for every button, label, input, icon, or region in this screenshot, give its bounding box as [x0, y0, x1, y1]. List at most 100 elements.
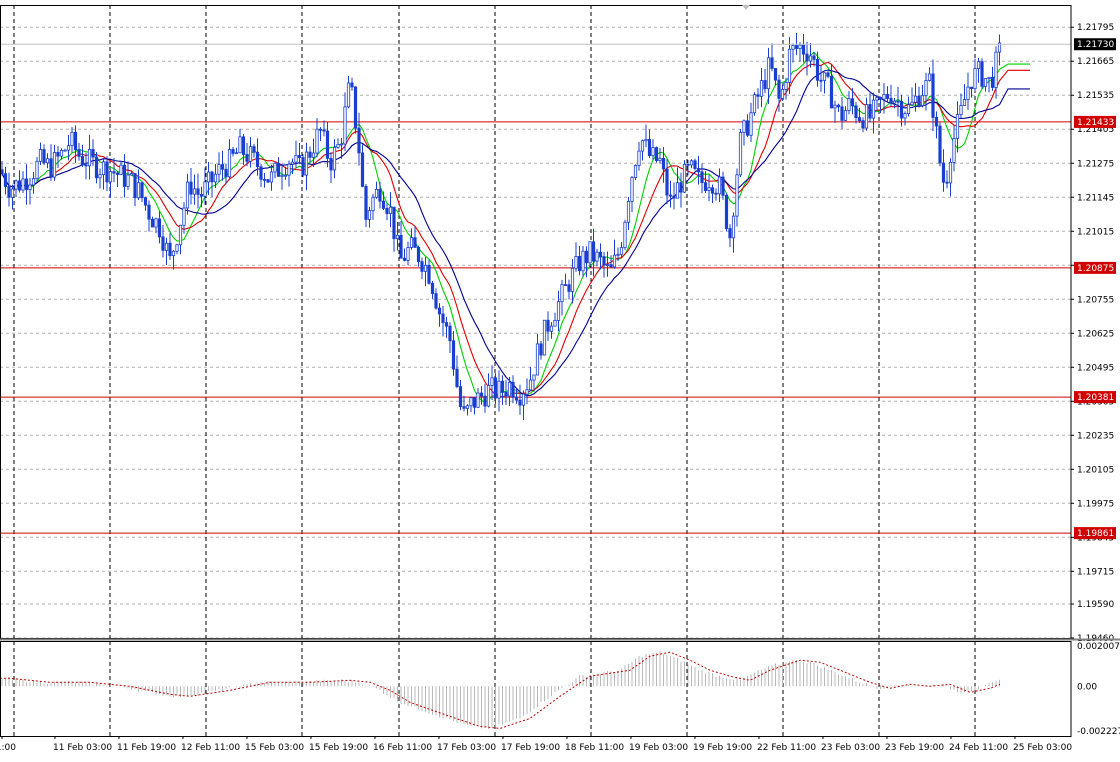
- candle: [273, 161, 277, 179]
- candle-body: [150, 218, 155, 228]
- shift-marker-icon: [742, 5, 750, 10]
- candle-body: [126, 174, 130, 187]
- candle-body: [773, 67, 778, 81]
- candle-body: [763, 80, 767, 90]
- candle: [672, 182, 676, 210]
- candle-body: [633, 165, 638, 179]
- candle: [889, 84, 893, 107]
- candle: [115, 171, 120, 187]
- candle-body: [546, 319, 550, 332]
- candle: [619, 241, 624, 259]
- candle: [80, 144, 85, 167]
- candle-body: [511, 381, 515, 398]
- candle: [990, 66, 995, 91]
- candle-body: [518, 399, 522, 406]
- candle: [381, 191, 386, 210]
- candle-body: [724, 194, 729, 229]
- candle: [329, 152, 333, 183]
- candle-body: [934, 117, 939, 127]
- candle: [770, 43, 774, 72]
- candle: [896, 86, 900, 117]
- candle-body: [616, 253, 620, 256]
- candle-body: [497, 380, 501, 399]
- candle-body: [567, 284, 571, 292]
- candle-body: [591, 241, 596, 262]
- candle: [157, 211, 162, 244]
- candle-body: [826, 72, 830, 77]
- candle-body: [14, 180, 18, 190]
- candle-body: [787, 48, 792, 83]
- candle-body: [234, 152, 239, 155]
- candle-body: [994, 51, 998, 88]
- candle-body: [24, 178, 29, 190]
- candle-body: [829, 75, 834, 109]
- candle-body: [798, 44, 802, 49]
- candle-body: [871, 99, 876, 119]
- candle-body: [108, 171, 113, 183]
- candle-body: [420, 261, 424, 272]
- candle: [94, 151, 99, 184]
- candle: [791, 43, 795, 63]
- candle-body: [451, 340, 456, 370]
- candle-body: [486, 385, 491, 407]
- candle-body: [308, 151, 312, 158]
- candle: [462, 395, 466, 412]
- candle-body: [910, 101, 914, 106]
- candle-body: [448, 325, 452, 342]
- price-axis-label: 1.20105: [1077, 465, 1114, 475]
- candle: [364, 183, 368, 227]
- candle: [504, 379, 508, 406]
- candle-body: [94, 156, 99, 179]
- candle-body: [332, 146, 337, 171]
- candle: [787, 37, 792, 94]
- candle-body: [105, 161, 109, 183]
- candle: [161, 225, 165, 258]
- candle-body: [791, 45, 795, 50]
- time-axis-label: 1:00: [0, 743, 16, 753]
- candle: [266, 179, 270, 184]
- candle-body: [17, 180, 22, 191]
- candle-body: [325, 130, 330, 159]
- candle-body: [955, 114, 960, 139]
- candle: [637, 141, 641, 171]
- candle: [868, 93, 872, 123]
- price-axis-label: 1.21535: [1077, 91, 1114, 101]
- candle: [983, 78, 988, 92]
- candle: [423, 257, 428, 287]
- candle-body: [882, 94, 886, 100]
- candle-body: [329, 157, 333, 171]
- candle: [234, 147, 239, 155]
- candle-body: [143, 197, 148, 206]
- candle: [801, 34, 806, 63]
- candle: [812, 51, 816, 67]
- candle-body: [416, 247, 421, 262]
- candle: [808, 42, 813, 68]
- candle: [227, 139, 232, 180]
- candle: [259, 164, 263, 187]
- candle: [689, 159, 694, 169]
- candle: [416, 245, 421, 267]
- candle: [168, 233, 172, 260]
- candle-body: [941, 162, 946, 183]
- candle: [682, 160, 687, 194]
- candle: [969, 86, 974, 98]
- candle-body: [927, 73, 932, 81]
- candle-body: [493, 377, 498, 399]
- candle-body: [59, 149, 64, 157]
- candle-body: [675, 182, 680, 199]
- candle: [437, 303, 442, 327]
- candle-body: [574, 256, 578, 269]
- candle-body: [728, 228, 732, 239]
- candle-body: [738, 132, 743, 176]
- candle: [126, 161, 130, 191]
- candle: [248, 137, 253, 168]
- candle: [199, 186, 204, 208]
- candle-body: [651, 147, 655, 157]
- candle: [203, 167, 207, 205]
- candle-body: [948, 161, 953, 184]
- candle-body: [938, 125, 942, 164]
- candle: [980, 58, 984, 89]
- candle: [934, 111, 939, 139]
- price-axis-label: 1.21795: [1077, 23, 1114, 33]
- candle: [441, 305, 445, 337]
